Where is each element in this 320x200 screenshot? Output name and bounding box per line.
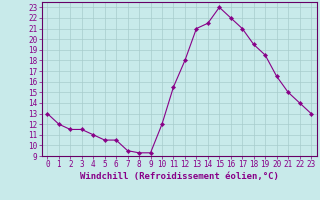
X-axis label: Windchill (Refroidissement éolien,°C): Windchill (Refroidissement éolien,°C) — [80, 172, 279, 181]
